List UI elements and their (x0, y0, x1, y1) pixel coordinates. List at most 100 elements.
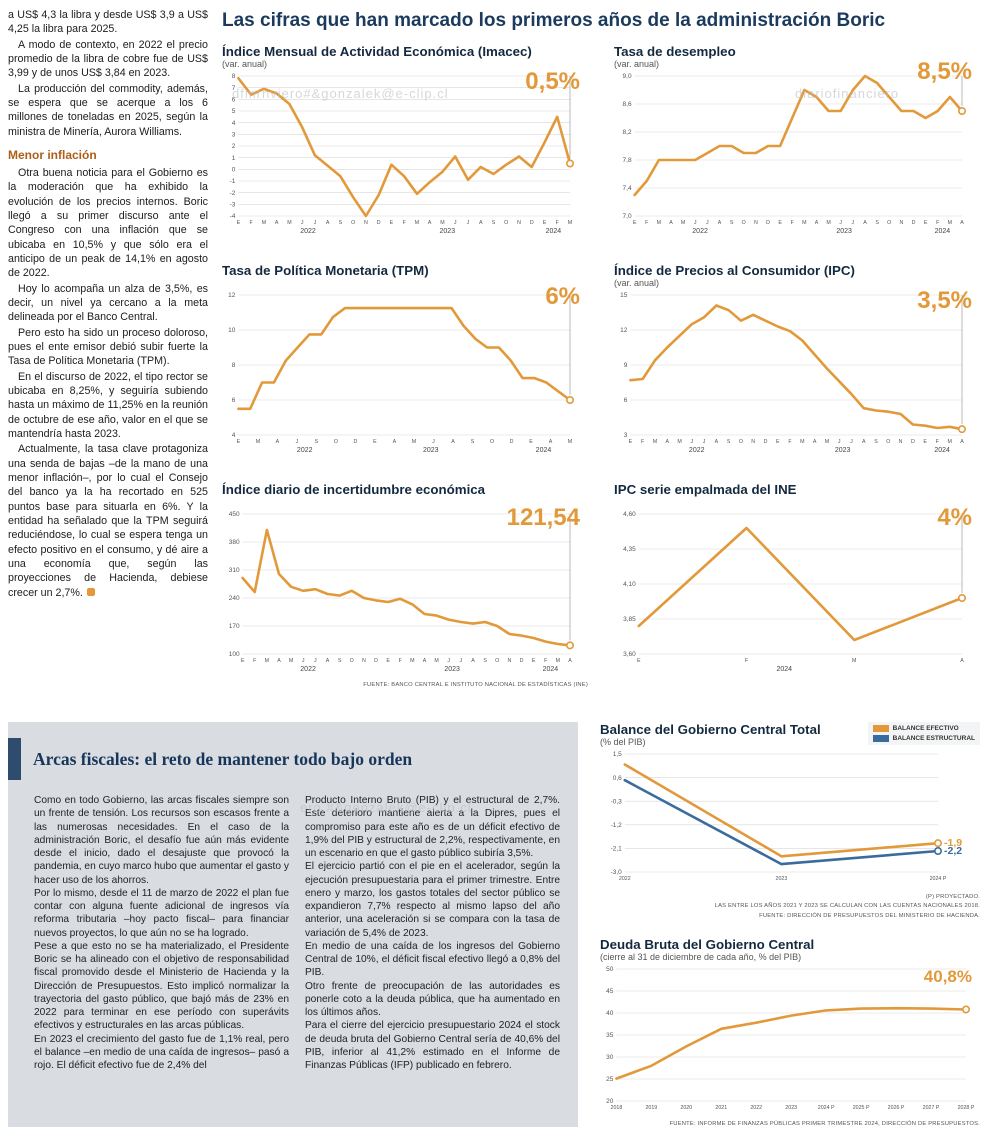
svg-text:M: M (256, 439, 260, 445)
svg-text:-2,1: -2,1 (611, 846, 623, 853)
chart-latest-value: 3,5% (917, 287, 972, 314)
paragraph: Para el cierre del ejercicio presupuesta… (305, 1020, 560, 1071)
svg-text:2022: 2022 (692, 228, 708, 235)
svg-text:E: E (373, 439, 377, 445)
chart-subtitle: (var. anual) (614, 59, 660, 69)
svg-text:J: J (432, 439, 435, 445)
svg-text:45: 45 (606, 988, 614, 995)
paragraph: La producción del commodity, además, se … (8, 82, 208, 138)
fiscal-column-2: Producto Interno Bruto (PIB) y el estruc… (305, 794, 560, 1072)
svg-text:2024 P: 2024 P (930, 876, 947, 882)
svg-text:O: O (351, 220, 355, 226)
chart-title: Tasa de Política Monetaria (TPM) (222, 263, 429, 278)
chart-subtitle (222, 278, 588, 289)
article-subhead: Menor inflación (8, 147, 97, 162)
svg-text:A: A (423, 658, 427, 664)
article-paragraphs-before: a US$ 4,3 la libra y desde US$ 3,9 a US$… (8, 8, 208, 139)
svg-text:7,8: 7,8 (623, 157, 632, 164)
svg-text:M: M (440, 220, 444, 226)
chart-subtitle: (cierre al 31 de diciembre de cada año, … (600, 951, 802, 962)
chart-subtitle: (var. anual) (222, 59, 268, 69)
svg-text:N: N (751, 439, 755, 445)
svg-text:M: M (568, 220, 572, 226)
svg-text:0,6: 0,6 (613, 775, 622, 782)
chart-subtitle: (var. anual) (614, 278, 660, 288)
svg-text:M: M (412, 439, 416, 445)
footnote-line: (P) PROYECTADO. (925, 894, 980, 900)
svg-text:E: E (529, 439, 533, 445)
svg-text:50: 50 (606, 966, 614, 973)
svg-text:F: F (936, 439, 940, 445)
svg-text:A: A (428, 220, 432, 226)
svg-text:2024: 2024 (536, 447, 552, 454)
svg-text:J: J (460, 658, 463, 664)
svg-text:2028 P: 2028 P (958, 1105, 975, 1111)
svg-text:0: 0 (232, 167, 236, 174)
top-section: a US$ 4,3 la libra y desde US$ 3,9 a US$… (8, 8, 980, 688)
svg-text:J: J (454, 220, 457, 226)
chart-latest-value: 40,8% (923, 966, 972, 986)
svg-text:2024 P: 2024 P (818, 1105, 835, 1111)
svg-text:A: A (960, 439, 964, 445)
svg-text:S: S (483, 658, 487, 664)
bottom-section: Arcas fiscales: el reto de mantener todo… (0, 722, 988, 1127)
svg-text:O: O (504, 220, 508, 226)
svg-text:9,0: 9,0 (623, 73, 632, 80)
svg-text:J: J (839, 220, 842, 226)
fiscal-column-1: Como en todo Gobierno, las arcas fiscale… (34, 794, 289, 1072)
paragraph: Pero esto ha sido un proceso doloroso, p… (8, 326, 208, 368)
svg-text:D: D (530, 220, 534, 226)
svg-text:M: M (677, 439, 681, 445)
chart-title: IPC serie empalmada del INE (614, 482, 797, 497)
svg-text:2023: 2023 (776, 876, 788, 882)
svg-text:S: S (492, 220, 496, 226)
svg-text:E: E (629, 439, 633, 445)
svg-text:1: 1 (232, 155, 236, 162)
svg-text:2022: 2022 (300, 666, 316, 673)
svg-text:A: A (471, 658, 475, 664)
svg-text:A: A (275, 220, 279, 226)
svg-text:M: M (415, 220, 419, 226)
svg-text:-3,0: -3,0 (611, 869, 623, 876)
svg-text:J: J (703, 439, 706, 445)
svg-text:M: M (287, 220, 291, 226)
legend-swatch-icon (872, 735, 889, 742)
article-end-icon (86, 587, 95, 596)
paragraph: Otra buena noticia para el Gobierno es l… (8, 167, 208, 280)
chart-title: Índice Mensual de Actividad Económica (I… (222, 44, 532, 59)
chart-ipc-ine: IPC serie empalmada del INE 4% 4,60 4,35 4,1… (614, 482, 980, 688)
svg-text:F: F (253, 658, 257, 664)
chart-subtitle: (% del PIB) (600, 737, 646, 747)
svg-text:12: 12 (228, 292, 236, 299)
paragraph: Por lo mismo, desde el 11 de marzo de 20… (34, 887, 289, 939)
svg-text:M: M (826, 220, 830, 226)
svg-text:J: J (690, 439, 693, 445)
svg-text:-2,2: -2,2 (944, 845, 962, 857)
svg-text:S: S (875, 220, 879, 226)
svg-text:100: 100 (229, 651, 240, 658)
svg-text:E: E (633, 220, 637, 226)
svg-text:M: M (568, 439, 572, 445)
svg-text:2020: 2020 (680, 1105, 692, 1111)
svg-text:S: S (315, 439, 319, 445)
svg-text:O: O (887, 220, 891, 226)
svg-text:A: A (669, 220, 673, 226)
svg-text:O: O (350, 658, 354, 664)
bottom-charts-column: Balance del Gobierno Central Total (% del… (600, 722, 980, 1127)
paragraph: Actualmente, la tasa clave protagoniza u… (8, 443, 208, 599)
svg-text:15: 15 (620, 292, 628, 299)
svg-text:F: F (399, 658, 403, 664)
svg-text:7,4: 7,4 (623, 185, 632, 192)
svg-text:N: N (899, 439, 903, 445)
svg-text:240: 240 (229, 595, 240, 602)
svg-text:A: A (960, 658, 964, 664)
chart-title: Deuda Bruta del Gobierno Central (600, 936, 815, 952)
paragraph: En 2023 el crecimiento del gasto fue de … (34, 1033, 289, 1072)
svg-text:E: E (776, 439, 780, 445)
